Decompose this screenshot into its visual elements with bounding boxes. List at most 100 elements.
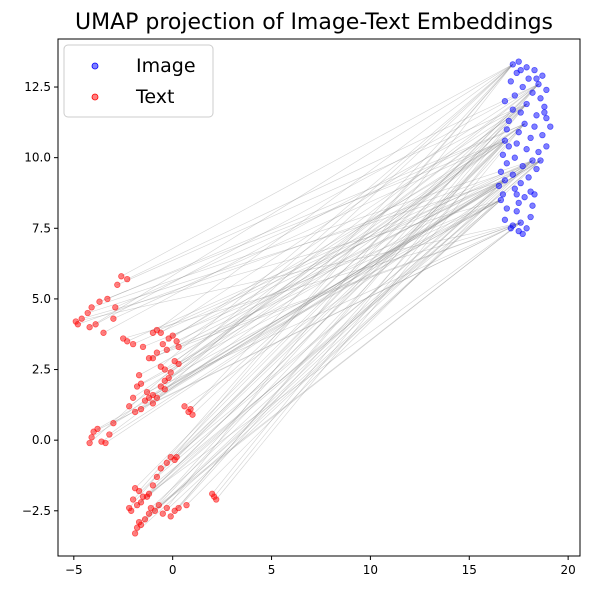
image-point	[528, 135, 534, 141]
text-point	[150, 483, 156, 489]
legend-label-text: Text	[135, 86, 174, 108]
image-point	[514, 209, 520, 215]
text-point	[134, 525, 140, 531]
text-point	[176, 361, 182, 367]
text-point	[126, 404, 132, 410]
image-point	[520, 84, 526, 90]
text-point	[111, 420, 117, 426]
text-point	[134, 384, 140, 390]
text-point	[168, 370, 174, 376]
text-point	[146, 511, 152, 517]
text-point	[130, 341, 136, 347]
image-point	[516, 59, 522, 65]
image-point	[510, 172, 516, 178]
text-point	[150, 355, 156, 361]
image-point	[518, 220, 524, 226]
image-point	[536, 149, 542, 155]
text-point	[132, 531, 138, 537]
y-tick-label: 0.0	[32, 433, 51, 447]
text-point	[105, 296, 111, 302]
text-point	[188, 406, 194, 412]
text-point	[154, 474, 160, 480]
text-point	[136, 519, 142, 525]
text-point	[164, 347, 170, 353]
chart-title: UMAP projection of Image-Text Embeddings	[75, 10, 553, 35]
text-point	[119, 274, 125, 280]
image-point	[544, 87, 550, 93]
image-point	[520, 231, 526, 237]
image-point	[526, 76, 532, 82]
x-tick-label: −5	[65, 563, 83, 577]
text-point	[158, 330, 164, 336]
x-tick-label: 20	[560, 563, 575, 577]
image-point	[506, 118, 512, 124]
text-point	[89, 435, 95, 441]
text-point	[130, 395, 136, 401]
text-point	[124, 276, 130, 282]
text-point	[142, 517, 148, 523]
image-point	[514, 192, 520, 198]
image-point	[502, 217, 508, 223]
text-point	[136, 372, 142, 378]
image-point	[522, 121, 528, 127]
text-point	[164, 460, 170, 466]
image-point	[508, 79, 514, 85]
x-tick-label: 5	[268, 563, 276, 577]
image-point	[524, 146, 530, 152]
image-point	[534, 113, 540, 119]
text-point	[140, 344, 146, 350]
image-point	[532, 67, 538, 73]
image-point	[534, 166, 540, 172]
image-point	[524, 101, 530, 107]
text-point	[166, 375, 172, 381]
text-point	[162, 367, 168, 373]
text-point	[144, 494, 150, 500]
image-point	[536, 81, 542, 87]
y-tick-label: 5.0	[32, 292, 51, 306]
text-point	[190, 412, 196, 418]
y-tick-label: 2.5	[32, 363, 51, 377]
text-point	[93, 322, 99, 328]
image-point	[516, 129, 522, 135]
legend-marker-text	[92, 94, 98, 100]
y-tick-label: 10.0	[24, 151, 51, 165]
image-point	[538, 96, 544, 102]
image-point	[548, 124, 554, 130]
text-point	[87, 440, 93, 446]
image-point	[544, 115, 550, 121]
image-point	[514, 141, 520, 147]
image-point	[524, 65, 530, 71]
text-point	[91, 429, 97, 435]
text-point	[142, 398, 148, 404]
text-point	[160, 341, 166, 347]
text-point	[176, 505, 182, 511]
image-point	[500, 192, 506, 198]
image-point	[512, 155, 518, 161]
image-point	[530, 203, 536, 209]
text-point	[156, 502, 162, 508]
legend-marker-image	[92, 63, 98, 69]
text-point	[152, 508, 158, 514]
image-point	[506, 144, 512, 150]
text-point	[158, 466, 164, 472]
text-point	[138, 406, 144, 412]
text-point	[211, 494, 217, 500]
text-point	[150, 401, 156, 407]
x-tick-label: 0	[169, 563, 177, 577]
image-point	[524, 226, 530, 232]
y-tick-label: 7.5	[32, 221, 51, 235]
text-point	[162, 387, 168, 393]
text-point	[164, 505, 170, 511]
text-point	[115, 282, 121, 288]
text-point	[75, 322, 81, 328]
image-point	[530, 158, 536, 164]
image-point	[500, 152, 506, 158]
image-point	[498, 197, 504, 203]
text-point	[132, 409, 138, 415]
image-point	[532, 124, 538, 130]
text-point	[154, 350, 160, 356]
image-point	[496, 183, 502, 189]
text-point	[130, 497, 136, 503]
image-point	[518, 180, 524, 186]
